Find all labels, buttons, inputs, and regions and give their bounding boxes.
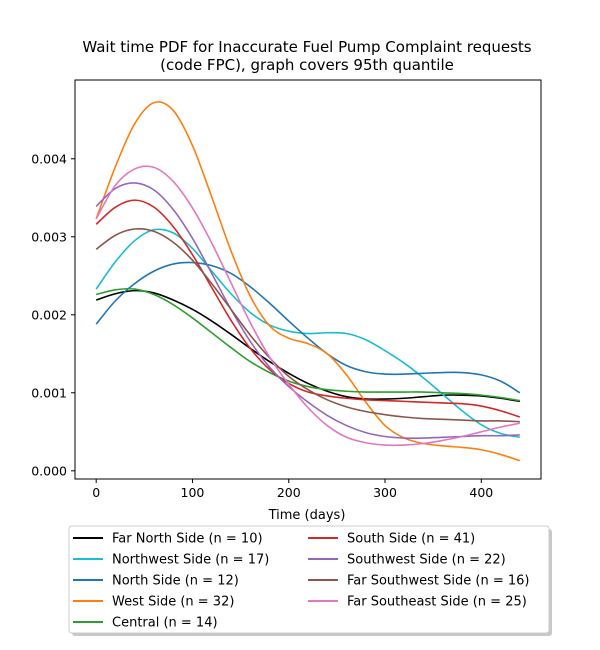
series-line-central — [95, 287, 520, 402]
legend-label-central: Central (n = 14) — [112, 616, 218, 631]
y-tick-label: 0.004 — [31, 151, 67, 166]
chart-title-line-1: Wait time PDF for Inaccurate Fuel Pump C… — [82, 38, 531, 56]
legend-label-far-southeast-side: Far Southeast Side (n = 25) — [347, 595, 527, 610]
legend: Far North Side (n = 10) Northwest Side (n… — [68, 525, 552, 636]
series-line-far-southwest-side — [95, 227, 520, 423]
series-group — [95, 101, 521, 462]
y-tick-label: 0.003 — [31, 229, 67, 244]
x-tick-label: 100 — [181, 485, 205, 500]
x-tick-label: 400 — [469, 485, 493, 500]
legend-label-north-side: North Side (n = 12) — [112, 574, 239, 589]
x-axis-ticks: 0 100 200 300 400 — [92, 479, 493, 500]
chart-title-line-2: (code FPC), graph covers 95th quantile — [160, 56, 454, 74]
y-axis-ticks: 0.000 0.001 0.002 0.003 0.004 — [31, 151, 75, 478]
series-line-north-side — [95, 261, 521, 394]
series-line-far-north-side — [95, 289, 520, 403]
x-tick-label: 200 — [277, 485, 301, 500]
plot-frame — [74, 79, 542, 480]
y-tick-label: 0.001 — [31, 385, 67, 400]
y-tick-label: 0.002 — [31, 307, 67, 322]
series-line-south-side — [95, 199, 521, 418]
series-line-northwest-side — [95, 228, 520, 439]
x-tick-label: 300 — [373, 485, 397, 500]
series-line-southwest-side — [95, 182, 520, 439]
legend-items: Far North Side (n = 10) Northwest Side (n… — [73, 532, 529, 631]
x-axis-label: Time (days) — [268, 508, 346, 523]
legend-label-far-north-side: Far North Side (n = 10) — [112, 532, 263, 547]
series-line-west-side — [95, 101, 521, 462]
legend-label-southwest-side: Southwest Side (n = 22) — [347, 553, 506, 568]
plot-area: 0 100 200 300 400 0.000 0.001 0.002 0.003 0.004 — [31, 79, 542, 500]
legend-label-west-side: West Side (n = 32) — [112, 595, 234, 610]
legend-label-south-side: South Side (n = 41) — [347, 532, 475, 547]
y-tick-label: 0.000 — [31, 463, 67, 478]
x-tick-label: 0 — [92, 485, 100, 500]
legend-label-northwest-side: Northwest Side (n = 17) — [112, 553, 269, 568]
series-line-far-southeast-side — [95, 165, 520, 447]
legend-label-far-southwest-side: Far Southwest Side (n = 16) — [347, 574, 529, 589]
